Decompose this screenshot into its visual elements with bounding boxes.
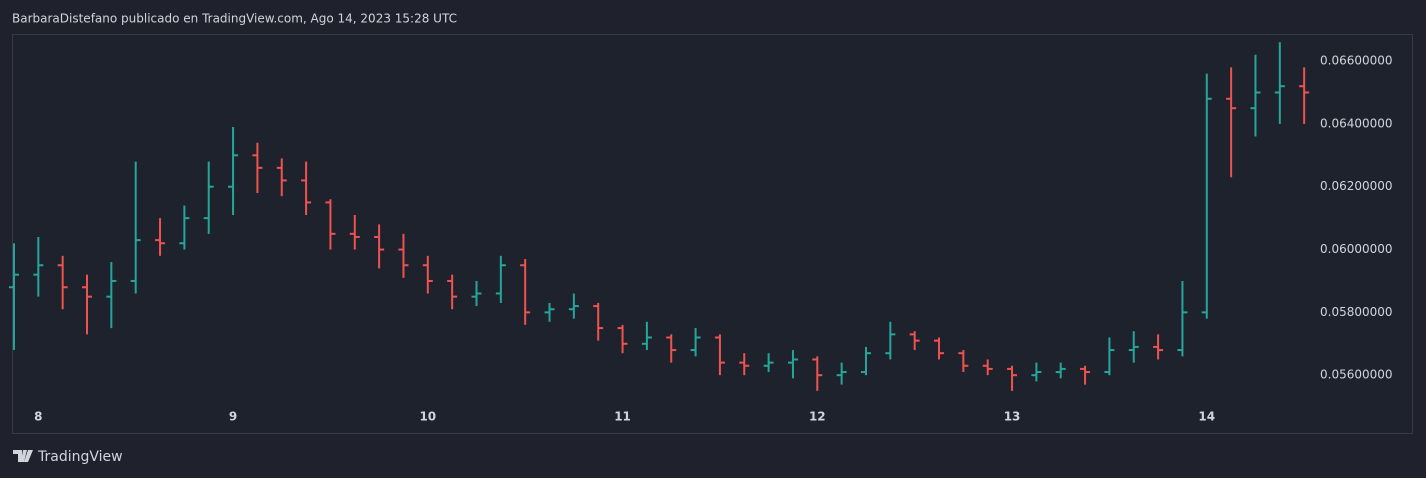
y-tick-label: 0.06600000 bbox=[1320, 54, 1393, 68]
y-tick-label: 0.06200000 bbox=[1320, 179, 1393, 193]
y-tick-label: 0.05800000 bbox=[1320, 305, 1393, 319]
logo-icon bbox=[13, 450, 33, 462]
source: TradingView bbox=[37, 449, 123, 465]
logo: TradingView bbox=[13, 449, 123, 465]
y-tick-label: 0.06000000 bbox=[1320, 242, 1393, 256]
chart-frame bbox=[12, 34, 1413, 434]
chart-title: BarbaraDistefano publicado en TradingVie… bbox=[12, 12, 457, 26]
y-tick-label: 0.06400000 bbox=[1320, 116, 1393, 130]
y-tick-label: 0.05600000 bbox=[1320, 368, 1393, 382]
x-tick-label: 8 bbox=[34, 410, 42, 424]
x-tick-label: 10 bbox=[419, 410, 436, 424]
x-tick-label: 13 bbox=[1004, 410, 1021, 424]
x-tick-label: 9 bbox=[229, 410, 237, 424]
x-tick-label: 11 bbox=[614, 410, 631, 424]
x-tick-label: 12 bbox=[809, 410, 826, 424]
x-tick-label: 14 bbox=[1198, 410, 1215, 424]
